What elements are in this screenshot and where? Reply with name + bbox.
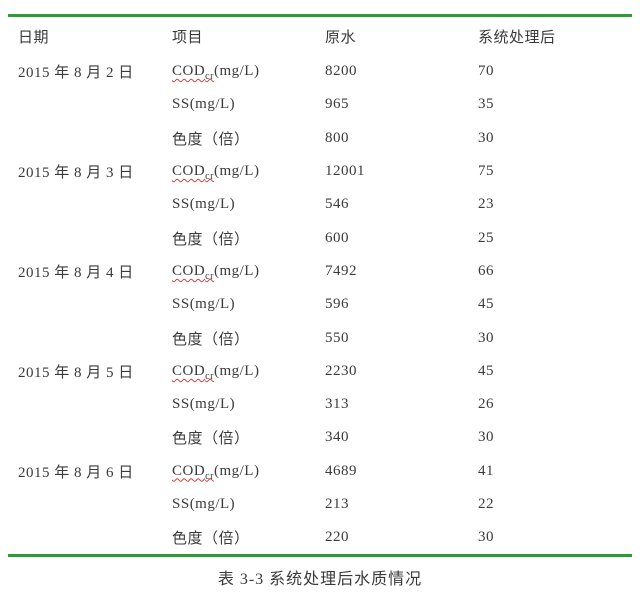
raw-water-value: 2230 <box>325 362 357 379</box>
date-cell: 2015 年 8 月 3 日 <box>18 165 134 182</box>
table-row: 2015 年 8 月 5 日 CODcr(mg/L) 2230 45 <box>18 355 632 388</box>
item-cell: CODcr(mg/L) <box>172 462 260 482</box>
treated-value: 30 <box>478 529 494 546</box>
cod-item-label: CODcr <box>172 262 214 282</box>
table-header-row: 日期 项目 原水 系统处理后 <box>18 17 632 55</box>
water-quality-table: 日期 项目 原水 系统处理后 2015 年 8 月 2 日 CODcr(mg/L)… <box>8 17 632 554</box>
table-bottom-rule <box>8 554 632 558</box>
raw-water-value: 8200 <box>325 63 357 80</box>
treated-value: 41 <box>478 462 494 479</box>
column-header-date: 日期 <box>18 29 50 46</box>
cod-item-label: CODcr <box>172 163 214 183</box>
chroma-item-label: 色度（倍） <box>172 331 250 348</box>
table-row: SS(mg/L) 546 23 <box>18 188 632 221</box>
raw-water-value: 596 <box>325 296 349 313</box>
chroma-item-label: 色度（倍） <box>172 231 250 248</box>
ss-item-label: SS <box>172 196 190 213</box>
ss-item-label: SS <box>172 496 190 512</box>
cod-item-label: CODcr <box>172 362 214 382</box>
table-row: 2015 年 8 月 4 日 CODcr(mg/L) 7492 66 <box>18 255 632 288</box>
column-header-treated: 系统处理后 <box>478 29 556 46</box>
item-cell: CODcr(mg/L) <box>172 163 260 183</box>
table-row: SS(mg/L) 313 26 <box>18 388 632 421</box>
cod-item-label: CODcr <box>172 462 214 482</box>
raw-water-value: 800 <box>325 129 349 146</box>
column-header-item: 项目 <box>172 29 204 46</box>
item-cell: SS(mg/L) <box>172 296 236 313</box>
treated-value: 35 <box>478 96 494 113</box>
table-row: SS(mg/L) 596 45 <box>18 288 632 321</box>
table-body: 2015 年 8 月 2 日 CODcr(mg/L) 8200 70 SS(mg/L) 9… <box>18 55 632 554</box>
treated-value: 26 <box>478 396 494 413</box>
raw-water-value: 546 <box>325 196 349 213</box>
ss-item-label: SS <box>172 396 190 413</box>
treated-value: 45 <box>478 296 494 313</box>
item-cell: CODcr(mg/L) <box>172 362 260 382</box>
chroma-item-label: 色度（倍） <box>172 531 250 548</box>
date-cell: 2015 年 8 月 5 日 <box>18 364 134 381</box>
cod-item-label: CODcr <box>172 63 214 83</box>
chroma-item-label: 色度（倍） <box>172 431 250 448</box>
date-cell: 2015 年 8 月 4 日 <box>18 264 134 281</box>
treated-value: 75 <box>478 163 494 180</box>
table-row: 色度（倍） 800 30 <box>18 122 632 155</box>
raw-water-value: 965 <box>325 96 349 113</box>
raw-water-value: 340 <box>325 429 349 446</box>
treated-value: 22 <box>478 496 494 512</box>
item-cell: SS(mg/L) <box>172 196 236 213</box>
table-caption: 表 3-3 系统处理后水质情况 <box>217 571 423 589</box>
table-row: SS(mg/L) 213 22 <box>18 488 632 521</box>
item-cell: CODcr(mg/L) <box>172 63 260 83</box>
raw-water-value: 600 <box>325 229 349 246</box>
raw-water-value: 550 <box>325 329 349 346</box>
table-row: 2015 年 8 月 6 日 CODcr(mg/L) 4689 41 <box>18 455 632 488</box>
date-cell: 2015 年 8 月 2 日 <box>18 65 134 82</box>
item-cell: SS(mg/L) <box>172 396 236 413</box>
treated-value: 66 <box>478 262 494 279</box>
raw-water-value: 213 <box>325 496 349 512</box>
document-page: 日期 项目 原水 系统处理后 2015 年 8 月 2 日 CODcr(mg/L)… <box>0 14 640 610</box>
item-cell: CODcr(mg/L) <box>172 262 260 282</box>
raw-water-value: 313 <box>325 396 349 413</box>
item-cell: 色度（倍） <box>172 527 325 548</box>
raw-water-value: 4689 <box>325 462 357 479</box>
column-header-raw-water: 原水 <box>325 29 357 46</box>
raw-water-value: 12001 <box>325 163 365 180</box>
item-cell: 色度（倍） <box>172 128 325 149</box>
item-cell: SS(mg/L) <box>172 496 236 512</box>
treated-value: 30 <box>478 129 494 146</box>
table-row: 2015 年 8 月 2 日 CODcr(mg/L) 8200 70 <box>18 55 632 88</box>
treated-value: 30 <box>478 429 494 446</box>
raw-water-value: 7492 <box>325 262 357 279</box>
ss-item-label: SS <box>172 296 190 313</box>
treated-value: 23 <box>478 196 494 213</box>
table-row: 色度（倍） 220 30 <box>18 521 632 554</box>
item-cell: 色度（倍） <box>172 228 325 249</box>
table-top-rule <box>8 14 632 17</box>
ss-item-label: SS <box>172 96 190 113</box>
table-row: 色度（倍） 340 30 <box>18 421 632 454</box>
item-cell: 色度（倍） <box>172 427 325 448</box>
date-cell: 2015 年 8 月 6 日 <box>18 464 134 481</box>
item-cell: SS(mg/L) <box>172 96 236 113</box>
treated-value: 45 <box>478 362 494 379</box>
raw-water-value: 220 <box>325 529 349 546</box>
treated-value: 70 <box>478 63 494 80</box>
table-row: SS(mg/L) 965 35 <box>18 88 632 121</box>
treated-value: 25 <box>478 229 494 246</box>
table-row: 色度（倍） 550 30 <box>18 321 632 354</box>
chroma-item-label: 色度（倍） <box>172 131 250 148</box>
table-row: 2015 年 8 月 3 日 CODcr(mg/L) 12001 75 <box>18 155 632 188</box>
table-row: 色度（倍） 600 25 <box>18 221 632 254</box>
item-cell: 色度（倍） <box>172 328 325 349</box>
treated-value: 30 <box>478 329 494 346</box>
